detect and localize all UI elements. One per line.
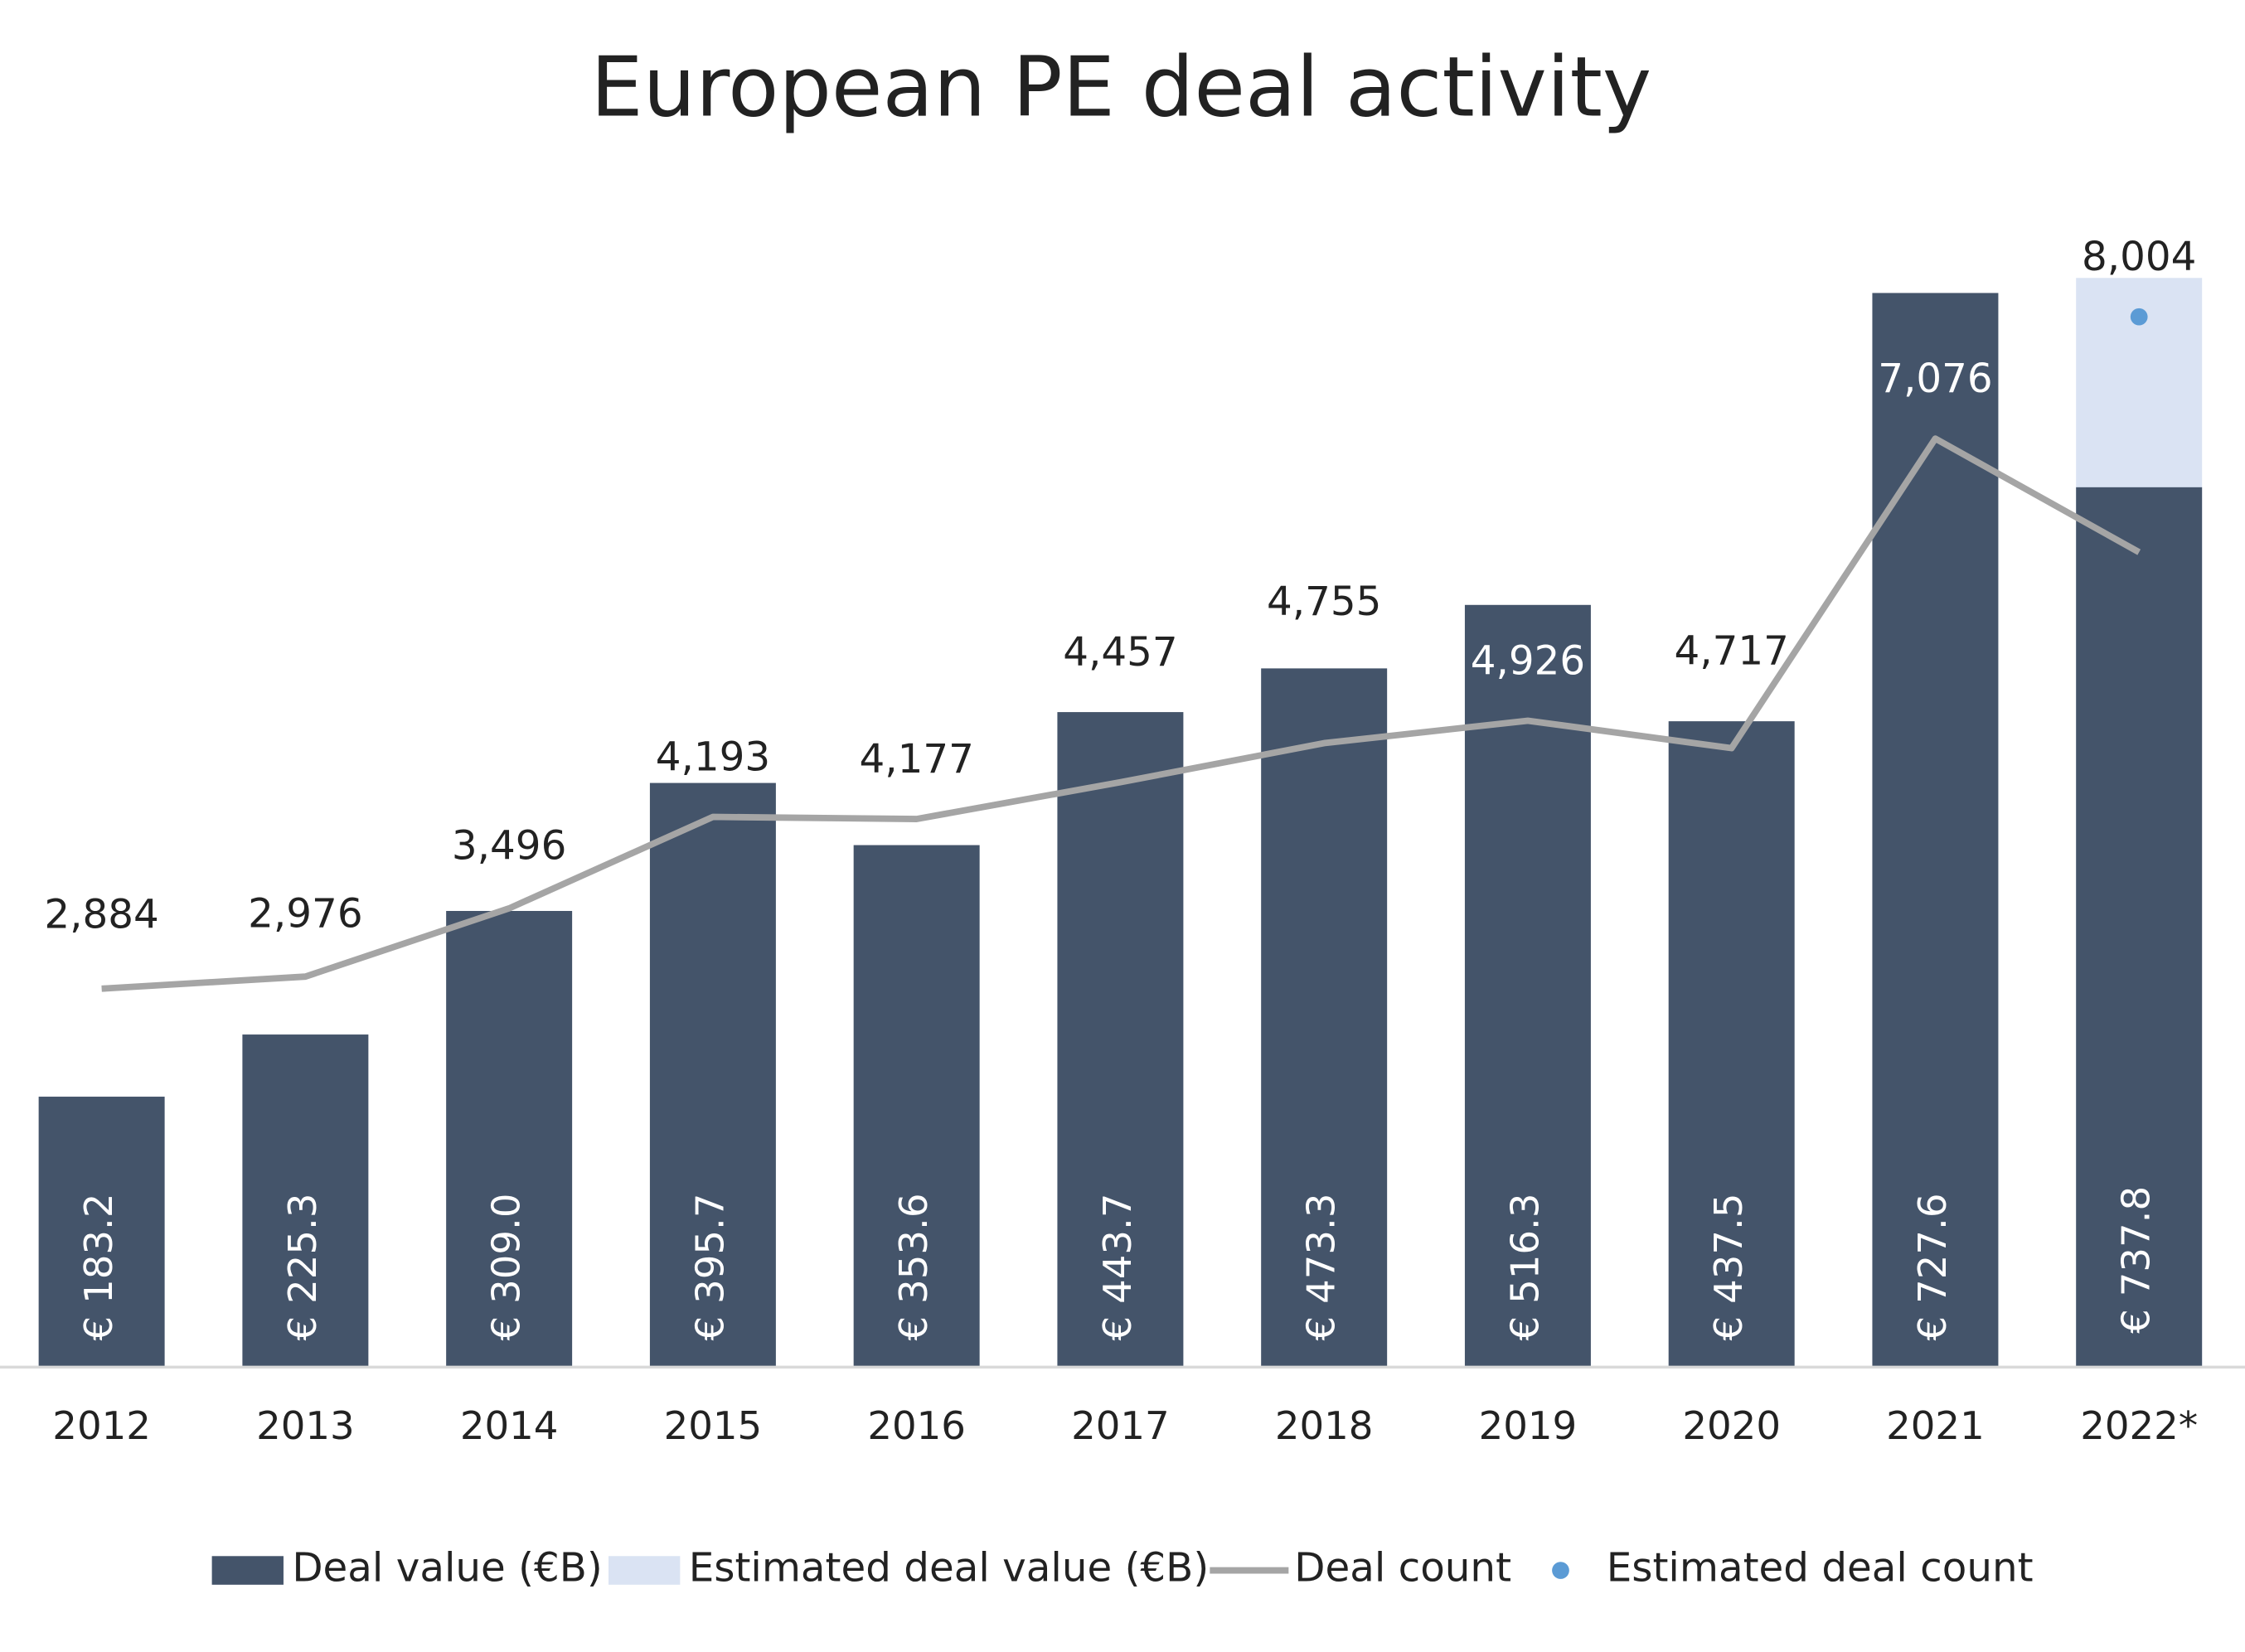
bar-value-label: € 437.5: [1706, 1193, 1751, 1340]
bar: [242, 1034, 369, 1368]
line-value-label: 3,496: [452, 822, 566, 869]
bar-value-label: € 516.3: [1502, 1193, 1547, 1340]
line-value-label: 4,755: [1267, 579, 1381, 625]
legend-label: Deal count: [1294, 1545, 1511, 1591]
legend-label: Estimated deal value (€B): [689, 1545, 1210, 1591]
bar: [1261, 668, 1388, 1368]
line: [101, 435, 2141, 992]
bar-value-label: € 309.0: [484, 1193, 529, 1340]
line-value-label: 4,457: [1063, 629, 1177, 676]
bar: [2076, 487, 2203, 1368]
x-tick-label: 2020: [1682, 1403, 1781, 1448]
bar-value-label: € 395.7: [687, 1193, 732, 1340]
bar: [853, 845, 980, 1368]
bar: [1872, 293, 1999, 1368]
line-value-label: 2,976: [248, 891, 362, 937]
point-value-label: 8,004: [2082, 234, 2196, 280]
x-tick-label: 2016: [867, 1403, 966, 1448]
chart-title: European PE deal activity: [590, 39, 1651, 136]
line-value-label: 2,884: [44, 891, 158, 937]
bar: [1668, 721, 1795, 1368]
legend-swatch: [1552, 1562, 1569, 1579]
legend-label: Deal value (€B): [292, 1545, 602, 1591]
line-value-label: 7,076: [1878, 356, 1992, 402]
x-tick-label: 2013: [256, 1403, 355, 1448]
x-tick-label: 2017: [1071, 1403, 1170, 1448]
x-tick-label: 2015: [664, 1403, 763, 1448]
line-value-label: 4,193: [656, 734, 770, 780]
bar: [446, 910, 573, 1368]
bar: [649, 782, 776, 1368]
line-value-label: 4,177: [859, 736, 973, 782]
bar: [1057, 712, 1184, 1368]
x-tick-label: 2021: [1886, 1403, 1985, 1448]
bar: [38, 1097, 165, 1368]
bar-value-label: € 183.2: [76, 1193, 121, 1340]
legend-label: Estimated deal count: [1607, 1545, 2034, 1591]
bar-value-label: € 727.6: [1910, 1193, 1955, 1340]
bar-value-label: € 443.7: [1095, 1193, 1140, 1340]
bar-value-label: € 225.3: [280, 1193, 325, 1340]
bar-value-label: € 473.3: [1299, 1193, 1344, 1340]
x-tick-label: 2018: [1275, 1403, 1374, 1448]
bar: [1464, 604, 1591, 1368]
x-tick-label: 2012: [52, 1403, 151, 1448]
x-tick-label: 2014: [460, 1403, 559, 1448]
legend-swatch: [608, 1556, 681, 1585]
x-tick-label: 2019: [1479, 1403, 1578, 1448]
line-value-label: 4,717: [1674, 628, 1788, 675]
x-tick-label: 2022*: [2080, 1403, 2198, 1448]
point: [2130, 308, 2148, 326]
line-value-label: 4,926: [1471, 637, 1585, 684]
bar-value-label: € 353.6: [891, 1193, 936, 1340]
legend-swatch: [211, 1556, 284, 1585]
bar-value-label: € 737.8: [2114, 1186, 2159, 1334]
